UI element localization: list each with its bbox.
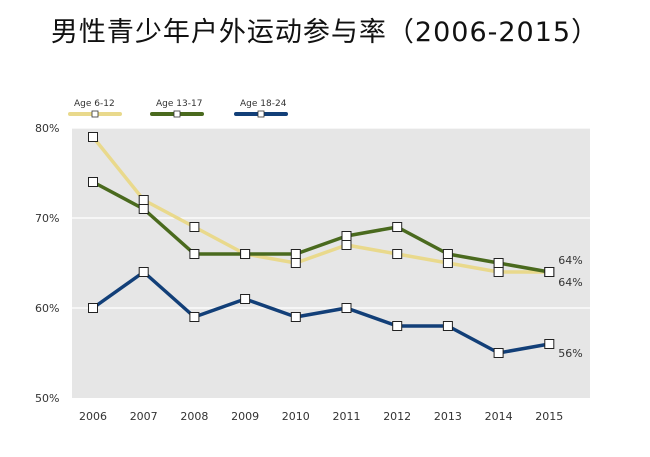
legend-marker [91,110,99,118]
grid-lines [72,127,590,309]
series-group [88,132,555,358]
data-point [240,249,251,259]
x-tick-label: 2011 [333,410,361,423]
y-tick-label: 50% [35,392,59,405]
data-point [493,258,504,268]
y-tick-label: 70% [35,212,59,225]
series-line [92,180,550,274]
chart-title: 男性青少年户外运动参与率（2006-2015） [50,17,600,48]
data-point [341,240,352,250]
x-tick-label: 2012 [383,410,411,423]
x-tick-label: 2010 [282,410,310,423]
y-tick-label: 60% [35,302,59,315]
data-label: 56% [558,347,582,360]
x-tick-label: 2008 [180,410,208,423]
data-point [341,303,352,313]
x-tick-label: 2014 [485,410,513,423]
data-point [442,249,453,259]
data-point [290,258,301,268]
x-tick-label: 2013 [434,410,462,423]
plot-area [72,128,590,398]
data-point [544,267,555,277]
data-labels: 64% 64% 56% [558,254,582,360]
data-point [442,258,453,268]
data-point [392,249,403,259]
data-point [392,321,403,331]
legend-label: Age 6-12 [74,99,115,109]
legend-label: Age 13-17 [156,99,202,109]
x-tick-label: 2009 [231,410,259,423]
data-point [392,222,403,232]
data-point [544,339,555,349]
series-line [91,135,550,274]
legend-marker [173,110,181,118]
data-point [341,231,352,241]
x-tick-label: 2007 [130,410,158,423]
data-label: 64% [558,276,582,289]
data-point [88,177,98,187]
series-line [91,270,550,355]
data-label: 64% [558,254,582,267]
data-point [189,312,200,322]
data-point [88,303,98,313]
data-point [138,267,149,277]
x-tick-label: 2006 [79,410,107,423]
plot-background [72,128,590,398]
y-tick-label: 80% [35,122,59,135]
legend-label: Age 18-24 [240,99,287,109]
legend-marker [257,110,265,118]
legend: Age 6-12 Age 13-17 Age 18-24 [68,99,288,118]
data-point [290,249,301,259]
data-point [88,132,98,142]
data-point [138,195,149,205]
x-tick-label: 2015 [535,410,563,423]
data-point [138,204,149,214]
x-axis: 2006 2007 2008 2009 2010 2011 2012 2013 2014 2015 [79,410,563,423]
data-point [493,348,504,358]
data-point [290,312,301,322]
data-point [493,267,504,277]
data-point [189,222,200,232]
data-point [240,294,251,304]
data-point [442,321,453,331]
y-axis: 80% 70% 60% 50% [35,122,59,405]
data-point [189,249,200,259]
